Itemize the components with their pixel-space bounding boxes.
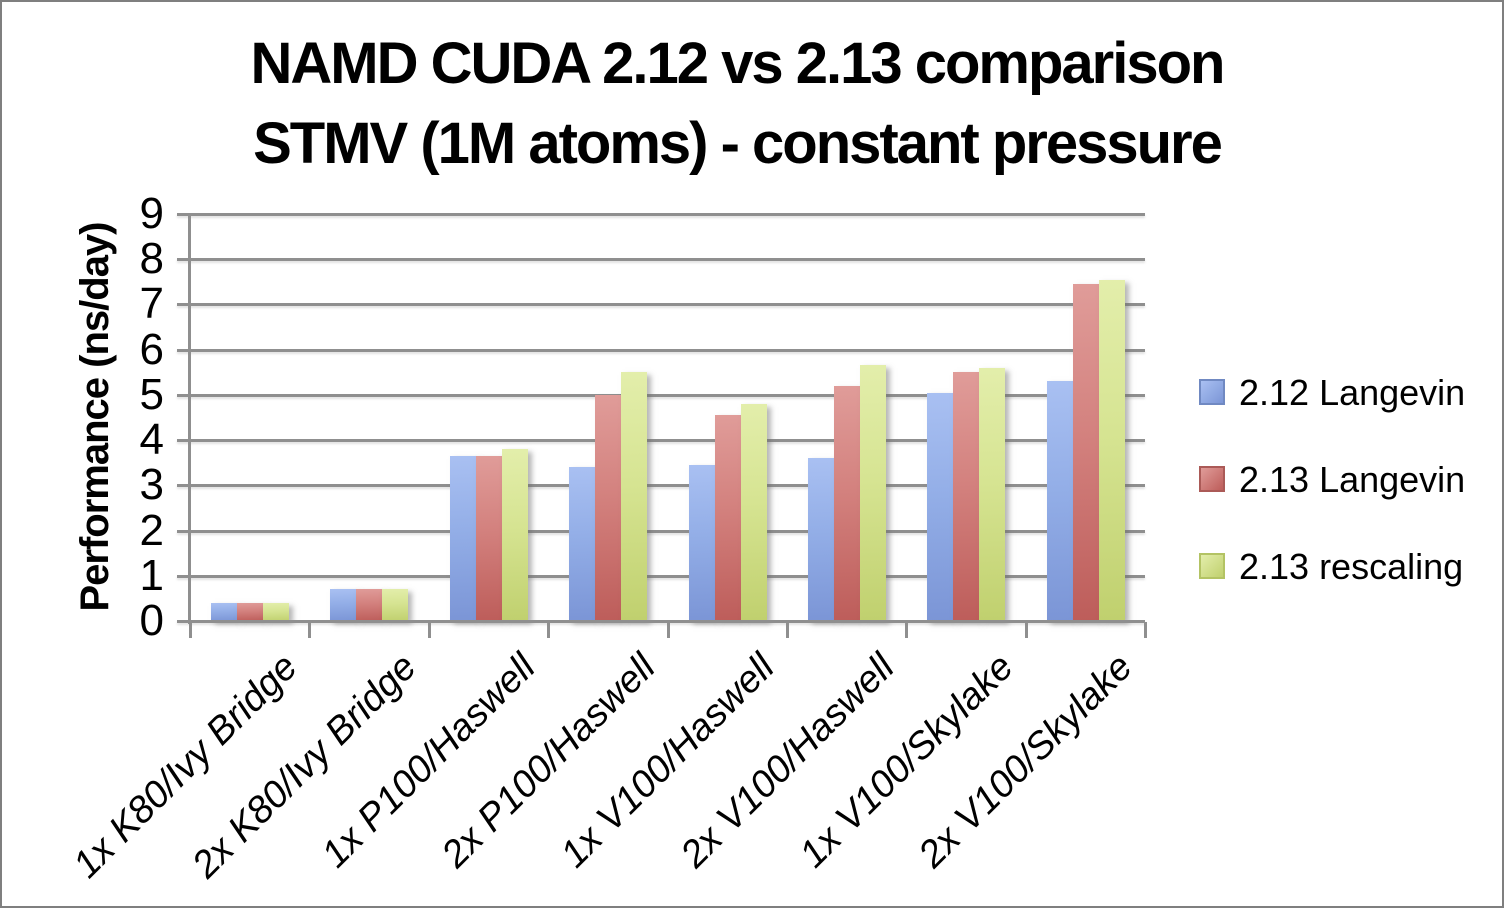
gridline: [177, 484, 1145, 488]
bar-2-13-langevin: [475, 455, 502, 621]
bar-2-13-rescaling: [859, 365, 886, 621]
bar-2-12-langevin: [807, 458, 834, 621]
bar-2-13-langevin: [953, 372, 980, 621]
bar-2-13-rescaling: [501, 449, 528, 621]
chart-title-line2: STMV (1M atoms) - constant pressure: [253, 111, 1223, 176]
bar-2-13-rescaling: [979, 367, 1006, 621]
gridline: [177, 393, 1145, 397]
bar-2-13-langevin: [1072, 284, 1099, 621]
series-1-swatch-icon: [1199, 379, 1225, 405]
legend-label: 2.13 Langevin: [1239, 459, 1466, 500]
x-axis-line: [177, 620, 1145, 623]
bar-2-13-langevin: [237, 602, 263, 621]
bar-2-13-rescaling: [740, 403, 767, 621]
bar-2-13-langevin: [356, 589, 383, 621]
bar-2-13-rescaling: [382, 589, 409, 621]
gridline: [177, 303, 1145, 307]
x-tick: [1024, 622, 1028, 638]
gridline: [177, 348, 1145, 352]
bar-2-13-rescaling: [263, 602, 289, 621]
legend-label: 2.13 rescaling: [1239, 546, 1464, 587]
series-2-swatch-icon: [1199, 466, 1225, 492]
y-tick-label: 6: [139, 324, 164, 374]
bar-2-13-rescaling: [1098, 279, 1125, 621]
bar-2-12-langevin: [449, 455, 476, 621]
x-tick: [189, 622, 192, 638]
bar-2-12-langevin: [1046, 381, 1073, 621]
x-tick: [666, 622, 670, 638]
gridline: [177, 258, 1145, 262]
x-category-label: 1x K80/Ivy Bridge: [65, 646, 306, 887]
y-tick-label: 0: [139, 596, 164, 645]
gridline: [177, 574, 1145, 578]
legend-label: 2.12 Langevin: [1239, 372, 1466, 413]
gridline: [177, 529, 1145, 533]
bar-2-12-langevin: [211, 602, 237, 621]
bar-2-13-langevin: [714, 415, 741, 621]
bar-2-12-langevin: [330, 589, 357, 621]
x-tick: [1144, 622, 1147, 638]
bar-2-13-langevin: [833, 385, 860, 621]
x-tick: [547, 622, 551, 638]
bar-2-13-langevin: [595, 394, 622, 621]
y-tick-label: 9: [139, 189, 164, 238]
y-tick-label: 8: [139, 234, 164, 284]
gridline: [177, 213, 1145, 216]
chart-title: NAMD CUDA 2.12 vs 2.13 comparison STMV (…: [2, 24, 1472, 184]
x-tick: [785, 622, 789, 638]
y-axis-line: [188, 214, 191, 624]
bar-2-12-langevin: [688, 464, 715, 621]
y-tick-label: 3: [139, 460, 164, 510]
bar-2-12-langevin: [927, 392, 954, 621]
gridline: [177, 439, 1145, 443]
y-tick-label: 7: [139, 279, 164, 329]
x-tick: [308, 622, 312, 638]
y-tick-label: 5: [139, 369, 164, 419]
x-tick: [427, 622, 431, 638]
y-tick-label: 4: [139, 415, 164, 465]
bar-2-13-rescaling: [621, 372, 648, 621]
bar-2-12-langevin: [569, 467, 596, 621]
y-tick-label: 2: [139, 505, 164, 555]
chart-title-line1: NAMD CUDA 2.12 vs 2.13 comparison: [250, 31, 1226, 96]
x-tick: [905, 622, 909, 638]
y-tick-label: 1: [139, 550, 164, 600]
series-3-swatch-icon: [1199, 553, 1225, 579]
